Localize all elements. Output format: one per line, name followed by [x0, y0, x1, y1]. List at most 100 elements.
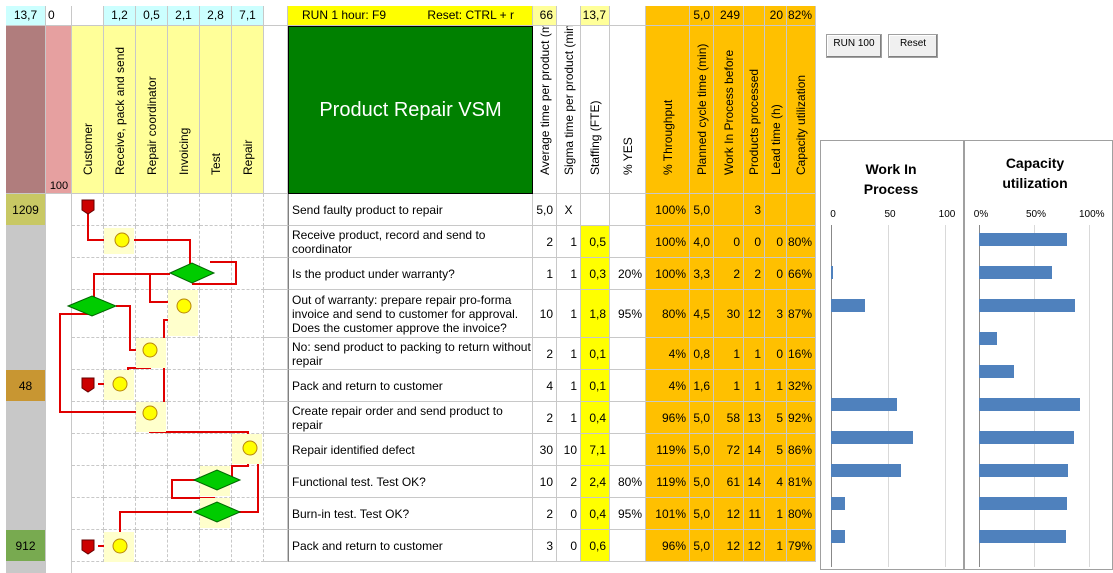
flow-cell[interactable]	[264, 194, 288, 226]
header-h2[interactable]: 13,7	[581, 6, 610, 26]
cell-sig[interactable]: X	[557, 194, 581, 226]
left-value[interactable]: 48	[6, 370, 46, 402]
process-step[interactable]: Send faulty product to repair	[288, 194, 533, 226]
flow-cell[interactable]	[136, 338, 168, 370]
flow-cell[interactable]	[104, 402, 136, 434]
flow-cell[interactable]	[104, 434, 136, 466]
flow-cell[interactable]	[200, 226, 232, 258]
cell-sig[interactable]: 1	[557, 290, 581, 338]
header-b[interactable]: 0	[46, 6, 72, 26]
cell-wip[interactable]: 12	[714, 498, 744, 530]
flow-cell[interactable]	[168, 402, 200, 434]
flow-cell[interactable]	[136, 226, 168, 258]
flow-cell[interactable]	[136, 402, 168, 434]
cell-thr[interactable]: 119%	[646, 466, 690, 498]
cell-fte[interactable]: 7,1	[581, 434, 610, 466]
cell-pct[interactable]: 5,0	[690, 402, 714, 434]
flow-cell[interactable]	[264, 258, 288, 290]
cell-sig[interactable]: 1	[557, 338, 581, 370]
cell-yes[interactable]: 95%	[610, 290, 646, 338]
cell-thr[interactable]: 100%	[646, 258, 690, 290]
cell-avg[interactable]: 1	[533, 258, 557, 290]
cell-sig[interactable]: 0	[557, 498, 581, 530]
cell-avg[interactable]: 3	[533, 530, 557, 562]
cell-fte[interactable]: 1,8	[581, 290, 610, 338]
header-h5[interactable]: 20	[765, 6, 787, 26]
cell-cap[interactable]: 80%	[787, 498, 816, 530]
column-header[interactable]: Lead time (h)	[765, 26, 787, 194]
cell-cap[interactable]: 80%	[787, 226, 816, 258]
department-header-empty[interactable]	[264, 26, 288, 194]
dept-time-empty[interactable]	[264, 6, 288, 26]
cell-proc[interactable]: 1	[744, 338, 765, 370]
flow-cell[interactable]	[104, 466, 136, 498]
cell-yes[interactable]	[610, 370, 646, 402]
flow-cell[interactable]	[168, 370, 200, 402]
flow-cell[interactable]	[264, 338, 288, 370]
flow-cell[interactable]	[136, 466, 168, 498]
flow-cell[interactable]	[264, 370, 288, 402]
cell-sig[interactable]: 2	[557, 466, 581, 498]
cell-thr[interactable]: 100%	[646, 194, 690, 226]
flow-cell[interactable]	[72, 402, 104, 434]
cell-proc[interactable]: 12	[744, 290, 765, 338]
cell-yes[interactable]	[610, 194, 646, 226]
dept-time[interactable]: 1,2	[104, 6, 136, 26]
cell-wip[interactable]: 0	[714, 226, 744, 258]
cell-yes[interactable]: 80%	[610, 466, 646, 498]
cell-lead[interactable]	[765, 194, 787, 226]
dept-time[interactable]: 0,5	[136, 6, 168, 26]
cell-sig[interactable]: 1	[557, 258, 581, 290]
process-step[interactable]: Pack and return to customer	[288, 370, 533, 402]
cell-thr[interactable]: 119%	[646, 434, 690, 466]
run-hint-cell[interactable]: RUN 1 hour: F9 Reset: CTRL + r	[288, 6, 533, 26]
process-step[interactable]: Repair identified defect	[288, 434, 533, 466]
cell-fte[interactable]: 0,3	[581, 258, 610, 290]
flow-cell[interactable]	[72, 290, 104, 338]
cell-sig[interactable]: 1	[557, 402, 581, 434]
cell-cap[interactable]: 66%	[787, 258, 816, 290]
cell-wip[interactable]	[714, 194, 744, 226]
left-value[interactable]: 1209	[6, 194, 46, 226]
flow-cell[interactable]	[200, 370, 232, 402]
cell-fte[interactable]: 0,1	[581, 338, 610, 370]
flow-cell[interactable]	[104, 194, 136, 226]
cell-fte[interactable]: 2,4	[581, 466, 610, 498]
cell-avg[interactable]: 2	[533, 498, 557, 530]
cell-sig[interactable]: 0	[557, 530, 581, 562]
column-header[interactable]: % Throughput	[646, 26, 690, 194]
flow-cell[interactable]	[232, 370, 264, 402]
cell-fte[interactable]: 0,4	[581, 402, 610, 434]
column-header[interactable]: Sigma time per product (min)	[557, 26, 581, 194]
cell-lead[interactable]: 1	[765, 370, 787, 402]
cell-yes[interactable]	[610, 402, 646, 434]
cell-avg[interactable]: 5,0	[533, 194, 557, 226]
flow-cell[interactable]	[136, 498, 168, 530]
flow-cell[interactable]	[200, 258, 232, 290]
cell-lead[interactable]: 5	[765, 434, 787, 466]
flow-cell[interactable]	[72, 498, 104, 530]
flow-cell[interactable]	[232, 290, 264, 338]
process-step[interactable]: Out of warranty: prepare repair pro-form…	[288, 290, 533, 338]
cell-avg[interactable]: 30	[533, 434, 557, 466]
run-100-button[interactable]: RUN 100	[826, 34, 882, 58]
flow-cell[interactable]	[168, 226, 200, 258]
flow-cell[interactable]	[232, 530, 264, 562]
flow-cell[interactable]	[232, 226, 264, 258]
flow-cell[interactable]	[200, 194, 232, 226]
flow-cell[interactable]	[72, 226, 104, 258]
cell-thr[interactable]: 100%	[646, 226, 690, 258]
flow-cell[interactable]	[72, 370, 104, 402]
dept-time[interactable]: 2,1	[168, 6, 200, 26]
flow-cell[interactable]	[264, 402, 288, 434]
process-step[interactable]: Is the product under warranty?	[288, 258, 533, 290]
header-h6[interactable]: 82%	[787, 6, 816, 26]
cell-cap[interactable]: 79%	[787, 530, 816, 562]
flow-cell[interactable]	[168, 338, 200, 370]
flow-cell[interactable]	[232, 466, 264, 498]
cell-yes[interactable]	[610, 434, 646, 466]
dept-time-empty[interactable]	[72, 6, 104, 26]
flow-cell[interactable]	[72, 434, 104, 466]
cell-avg[interactable]: 4	[533, 370, 557, 402]
cell-yes[interactable]	[610, 226, 646, 258]
